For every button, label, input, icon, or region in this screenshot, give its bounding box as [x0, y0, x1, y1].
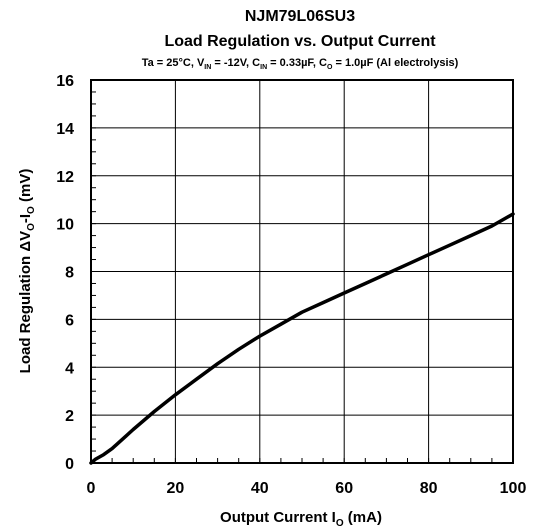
x-axis-label-sub: O: [336, 518, 344, 529]
y-axis-label: Load Regulation ΔVO-IO (mV): [17, 169, 37, 374]
y-tick-label-6: 12: [56, 169, 74, 186]
y-axis-label-sub2: O: [26, 206, 37, 214]
plot-frame: [90, 79, 514, 464]
chart-title: NJM79L06SU3: [245, 8, 355, 25]
cond-vin-sub: IN: [204, 64, 211, 71]
grid-lines: [90, 79, 514, 464]
y-axis-label-p1: Load Regulation ΔV: [17, 231, 34, 373]
y-tick-label-2: 4: [65, 360, 74, 377]
y-tick-label-8: 16: [56, 73, 74, 90]
y-tick-label-5: 10: [56, 217, 74, 234]
x-tick-label-3: 60: [335, 480, 353, 497]
cond-co-val: = 1.0µF (Al electrolysis): [332, 57, 458, 69]
y-tick-labels: 0 2 4 6 8 10 12 14 16: [56, 73, 74, 473]
x-axis-label-main: Output Current I: [220, 509, 336, 526]
y-tick-label-7: 14: [56, 121, 74, 138]
y-tick-label-0: 0: [65, 456, 74, 473]
x-axis-label: Output Current IO (mA): [220, 509, 382, 529]
x-tick-label-1: 20: [167, 480, 185, 497]
cond-cin-val: = 0.33µF, C: [267, 57, 327, 69]
x-tick-labels: 0 20 40 60 80 100: [87, 480, 527, 497]
cond-vin-val: = -12V, C: [211, 57, 260, 69]
x-tick-label-0: 0: [87, 480, 96, 497]
y-tick-label-1: 2: [65, 408, 74, 425]
cond-ta: Ta = 25°C, V: [142, 57, 205, 69]
x-axis-label-unit: (mA): [344, 509, 382, 526]
cond-cin-sub: IN: [260, 64, 267, 71]
y-axis-label-p2: -I: [17, 214, 34, 223]
cond-co-sub: O: [327, 64, 333, 71]
y-axis-label-sub1: O: [26, 223, 37, 231]
y-axis-label-p3: (mV): [17, 169, 34, 207]
chart-subtitle: Load Regulation vs. Output Current: [164, 33, 436, 50]
y-tick-label-4: 8: [65, 265, 74, 282]
chart-conditions: Ta = 25°C, VIN = -12V, CIN = 0.33µF, CO …: [142, 57, 459, 71]
y-tick-label-3: 6: [65, 312, 74, 329]
x-tick-label-4: 80: [420, 480, 438, 497]
x-tick-label-2: 40: [251, 480, 269, 497]
x-tick-label-5: 100: [500, 480, 527, 497]
series-line-0: [89, 212, 515, 465]
series-layer: [89, 212, 515, 465]
